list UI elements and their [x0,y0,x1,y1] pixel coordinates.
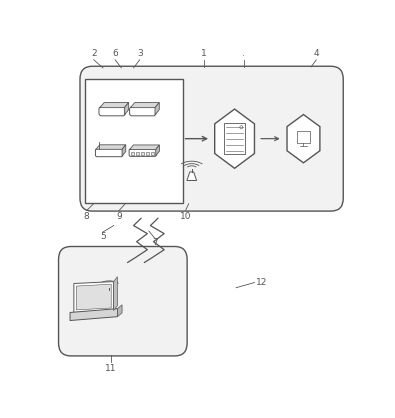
Text: 11: 11 [105,364,117,373]
Polygon shape [124,102,129,115]
FancyBboxPatch shape [85,79,182,203]
Text: 12: 12 [256,278,267,287]
Text: 6: 6 [112,49,118,58]
FancyBboxPatch shape [297,131,310,143]
Polygon shape [70,308,117,321]
Polygon shape [117,305,122,317]
Polygon shape [287,115,320,163]
FancyBboxPatch shape [99,107,125,116]
FancyBboxPatch shape [224,123,245,154]
FancyBboxPatch shape [130,107,156,116]
FancyBboxPatch shape [80,66,343,211]
Polygon shape [215,109,254,168]
Text: .: . [242,49,245,58]
Polygon shape [187,172,197,181]
Text: 2: 2 [91,49,96,58]
Polygon shape [130,145,160,150]
Polygon shape [105,291,113,298]
FancyBboxPatch shape [131,152,134,155]
Polygon shape [100,102,129,108]
FancyBboxPatch shape [96,149,123,157]
FancyBboxPatch shape [146,152,149,155]
FancyBboxPatch shape [129,149,156,156]
FancyBboxPatch shape [136,152,139,155]
Text: 8: 8 [84,212,90,221]
FancyBboxPatch shape [141,152,144,155]
FancyBboxPatch shape [58,247,187,356]
Polygon shape [155,102,159,115]
Text: 3: 3 [137,49,143,58]
Text: 9: 9 [116,212,122,221]
Text: 10: 10 [180,212,191,221]
Text: 4: 4 [314,49,319,58]
Text: 5: 5 [100,232,106,241]
Polygon shape [122,145,126,156]
Polygon shape [130,102,159,108]
Text: 7: 7 [152,238,158,247]
FancyBboxPatch shape [151,152,154,155]
Polygon shape [74,282,114,313]
Polygon shape [96,145,126,149]
Polygon shape [76,284,111,310]
Text: 1: 1 [201,49,207,58]
Polygon shape [114,277,117,311]
Polygon shape [156,145,160,156]
